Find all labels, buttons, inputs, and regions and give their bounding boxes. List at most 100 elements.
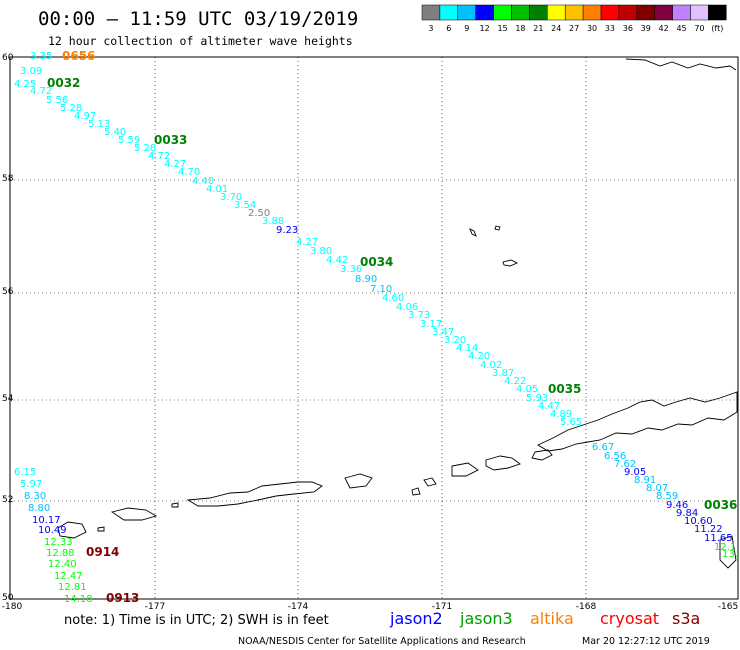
alaska-peninsula [537, 391, 738, 452]
swh-value: 4.40 [192, 176, 214, 187]
swh-value: 7.10 [370, 284, 392, 295]
longitude-label: -174 [288, 602, 309, 612]
swh-value: 5.28 [134, 143, 156, 154]
pass-time-label: 0656 [62, 49, 95, 63]
legend-label: 15 [497, 24, 507, 33]
legend-swatch [493, 4, 512, 21]
swh-value: 4.14 [456, 343, 478, 354]
unalaska-island [485, 455, 521, 471]
swh-value: 6.67 [592, 442, 614, 453]
swh-observations: 3.353.094.254.725.565.284.975.135.405.59… [14, 51, 738, 605]
pass-time-label: 0035 [548, 382, 581, 396]
legend-swatch [582, 4, 602, 21]
pass-time-label: 0033 [154, 133, 187, 147]
swh-value: 6.56 [604, 451, 626, 462]
longitude-label: -165 [718, 602, 738, 612]
swh-color-legend: 3 6 9 12 15 18 21 24 27 30 33 36 39 42 45 70 (ft) [421, 4, 727, 33]
swh-value: 4.02 [480, 360, 502, 371]
credit-text: NOAA/NESDIS Center for Satellite Applica… [238, 636, 526, 647]
swh-value: 8.59 [656, 491, 678, 502]
pass-time-labels: 0656 0032 0033 0034 0035 0036 0914 0913 [47, 49, 737, 605]
st-matthew-island [469, 228, 477, 237]
swh-value: 13. [722, 549, 738, 560]
swh-value: 9.46 [666, 500, 688, 511]
swh-value: 7.62 [614, 459, 636, 470]
swh-value: 3.09 [20, 66, 42, 77]
swh-value: 4.20 [468, 351, 490, 362]
legend-label: 42 [659, 24, 669, 33]
swh-value: 4.27 [296, 237, 318, 248]
legend-label: 45 [676, 24, 686, 33]
swh-value: 9.23 [276, 225, 298, 236]
swh-value: 4.27 [164, 159, 186, 170]
legend-label: 18 [515, 24, 525, 33]
legend-swatch [708, 4, 727, 21]
siberia-coast [625, 58, 737, 71]
satellite-s3a: s3a [672, 609, 700, 628]
latitude-label: 54 [2, 394, 14, 404]
swh-value: 10.49 [38, 525, 67, 536]
swh-value: 5.28 [60, 103, 82, 114]
islands-of-four-mountains [411, 477, 437, 496]
swh-value: 12.47 [54, 571, 83, 582]
legend-label: 33 [605, 24, 615, 33]
umnak-island [451, 462, 479, 477]
satellite-cryosat: cryosat [600, 609, 659, 628]
legend-label: (ft) [711, 24, 723, 33]
map-subtitle: 12 hour collection of altimeter wave hei… [48, 34, 353, 48]
legend-swatch [439, 4, 459, 21]
swh-value: 4.25 [14, 79, 36, 90]
swh-value: 8.90 [355, 274, 377, 285]
swh-value: 9.84 [676, 508, 698, 519]
longitude-label: -171 [432, 602, 452, 612]
swh-value: 2.50 [248, 208, 270, 219]
legend-label: 3 [428, 24, 433, 33]
rat-islands [110, 507, 158, 521]
legend-label: 39 [641, 24, 651, 33]
swh-value: 12.33 [44, 537, 73, 548]
swh-value: 4.01 [206, 184, 228, 195]
swh-value: 3.87 [492, 368, 514, 379]
pribilof-island-1 [502, 259, 519, 267]
small-islet-2 [171, 502, 179, 508]
swh-value: 4.60 [382, 293, 404, 304]
legend-label: 6 [446, 24, 451, 33]
pass-time-label: 0913 [106, 591, 139, 605]
swh-value: 3.73 [408, 310, 430, 321]
swh-value: 4.47 [538, 401, 560, 412]
axis-labels: -180 -177 -174 -171 -168 -165 60 58 56 54 52 50 [2, 53, 738, 612]
swh-value: 3.17 [420, 319, 442, 330]
swh-value: 8.91 [634, 475, 656, 486]
legend-swatch [475, 4, 494, 21]
swh-value: 12.40 [48, 559, 77, 570]
latitude-label: 50 [2, 593, 14, 603]
longitude-label: -168 [576, 602, 597, 612]
swh-value: 8.80 [28, 503, 50, 514]
legend-swatch [564, 4, 584, 21]
swh-value: 4.05 [516, 384, 538, 395]
swh-value: 5.56 [46, 95, 68, 106]
near-islands [57, 521, 87, 539]
swh-value: 4.06 [396, 302, 418, 313]
legend-swatch [654, 4, 673, 21]
swh-value: 12.1 [714, 542, 736, 553]
swh-value: 8.30 [24, 491, 46, 502]
swh-value: 4.22 [504, 376, 526, 387]
swh-value: 9.05 [624, 467, 646, 478]
legend-label: 9 [464, 24, 469, 33]
swh-value: 14.18 [64, 594, 93, 605]
swh-value: 4.72 [30, 86, 52, 97]
swh-value: 3.20 [444, 335, 466, 346]
swh-value: 4.42 [326, 255, 348, 266]
swh-value: 5.65 [560, 417, 582, 428]
longitude-label: -180 [2, 602, 23, 612]
legend-swatch [547, 4, 566, 21]
satellite-jason3: jason3 [459, 609, 513, 628]
swh-value: 10.60 [684, 516, 713, 527]
swh-value: 5.40 [104, 127, 126, 138]
legend-label: 70 [694, 24, 704, 33]
legend-label: 27 [569, 24, 579, 33]
unimak-island [531, 449, 553, 461]
legend-swatch [421, 4, 441, 21]
